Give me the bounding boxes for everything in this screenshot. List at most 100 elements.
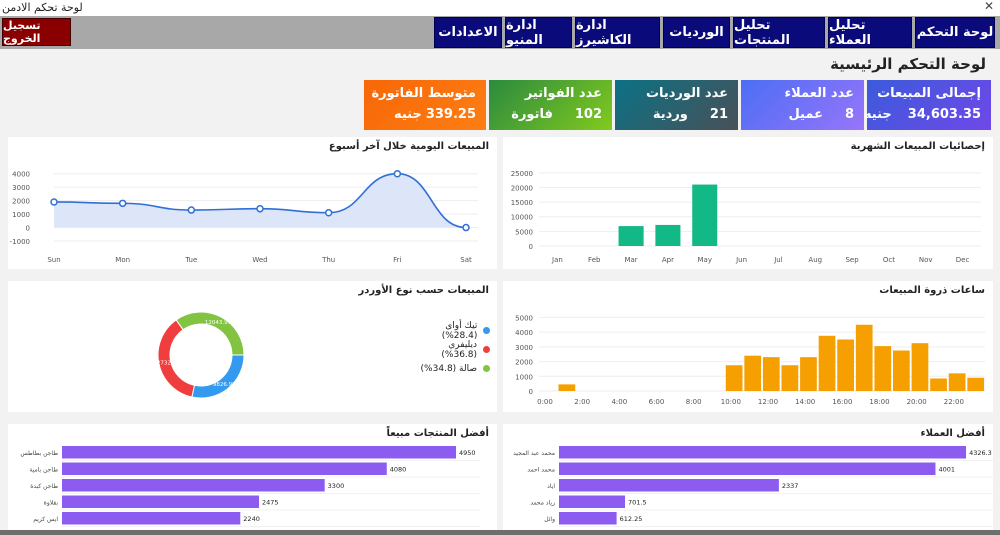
legend-label: ديليفري (36.8%) bbox=[441, 339, 478, 360]
y-tick-label: 3000 bbox=[515, 344, 533, 352]
value-label: 4326.3 bbox=[969, 449, 992, 457]
data-point bbox=[462, 223, 470, 232]
panel-top-products: أفضل المنتجات مبيعاً طاجن بطاطس 4950 طاجن … bbox=[8, 424, 497, 535]
y-tick-label: 4000 bbox=[515, 329, 533, 337]
bar bbox=[948, 373, 966, 391]
nav-customer-analysis[interactable]: تحليل العملاء bbox=[828, 17, 912, 48]
value-label: 2337 bbox=[782, 482, 799, 490]
nav-settings[interactable]: الاعدادات bbox=[434, 17, 502, 48]
y-tick-label: 0 bbox=[26, 225, 30, 233]
x-tick-label: May bbox=[698, 256, 712, 264]
y-tick-label: 0 bbox=[529, 243, 533, 251]
bar bbox=[800, 357, 817, 391]
bar bbox=[558, 384, 576, 391]
bar bbox=[62, 479, 325, 492]
x-tick-label: 22:00 bbox=[944, 398, 964, 406]
legend-item: صالة (34.8%) bbox=[410, 359, 490, 378]
card-label: عدد الورديات bbox=[645, 86, 728, 101]
bar bbox=[855, 324, 873, 391]
area-fill bbox=[54, 173, 466, 228]
nav-shifts[interactable]: الورديات bbox=[663, 17, 730, 48]
panel-title: المبيعات حسب نوع الأوردر bbox=[358, 285, 489, 296]
donut-slice bbox=[157, 319, 196, 398]
card-label: إجمالى المبيعات bbox=[877, 86, 981, 101]
data-point bbox=[324, 208, 333, 217]
slice-label: 12043.97 bbox=[205, 320, 232, 326]
x-tick-label: 6:00 bbox=[649, 398, 665, 406]
bar bbox=[837, 339, 854, 391]
x-tick-label: Jun bbox=[735, 256, 747, 264]
category-label: اياد bbox=[547, 483, 555, 490]
bar bbox=[559, 512, 617, 525]
card-shifts: عدد الورديات 21 وردية bbox=[615, 80, 738, 130]
card-invoices: عدد الفواتير 102 فاتورة bbox=[489, 80, 612, 130]
category-label: طاجن بطاطس bbox=[20, 450, 58, 457]
x-tick-label: 2:00 bbox=[574, 398, 590, 406]
x-tick-label: Fri bbox=[393, 256, 401, 264]
data-point bbox=[256, 204, 264, 213]
nav-dashboard[interactable]: لوحة التحكم bbox=[915, 17, 995, 48]
y-tick-label: 1000 bbox=[515, 373, 533, 381]
panel-top-customers: أفضل العملاء محمد عبد المجيد 4326.3 محمد ا… bbox=[503, 424, 993, 535]
card-unit: وردية bbox=[652, 107, 688, 122]
bar bbox=[559, 462, 936, 475]
bar bbox=[744, 355, 762, 391]
y-tick-label: 1000 bbox=[12, 211, 30, 219]
bar bbox=[692, 184, 718, 246]
legend-dot-icon bbox=[483, 327, 490, 334]
x-tick-label: 8:00 bbox=[686, 398, 702, 406]
card-total-sales: إجمالى المبيعات 34,603.35 جنيه bbox=[863, 80, 991, 130]
y-tick-label: 4000 bbox=[12, 171, 30, 179]
x-tick-label: 18:00 bbox=[869, 398, 889, 406]
category-label: طاجن بامية bbox=[29, 466, 58, 473]
logout-button[interactable]: تسجيل الخروج bbox=[2, 18, 71, 46]
top-products-chart: طاجن بطاطس 4950 طاجن بامية 4080 طاجن كبدة 330… bbox=[20, 446, 480, 527]
x-tick-label: Thu bbox=[321, 256, 335, 264]
bar bbox=[62, 495, 260, 508]
data-point bbox=[50, 198, 58, 206]
window-title: لوحة تحكم الادمن bbox=[2, 1, 83, 14]
value-label: 4001 bbox=[938, 465, 955, 473]
nav-cashiers[interactable]: ادارة الكاشيرز bbox=[575, 17, 660, 48]
card-value: 339.25 bbox=[425, 107, 476, 122]
bar bbox=[818, 335, 836, 391]
card-unit: جنيه bbox=[863, 107, 892, 122]
y-tick-label: 2000 bbox=[12, 198, 30, 206]
close-icon[interactable]: ✕ bbox=[983, 0, 994, 13]
value-label: 612.25 bbox=[620, 515, 643, 523]
x-tick-label: Sun bbox=[47, 256, 60, 264]
legend-item: تيك أواى (28.4%) bbox=[410, 321, 490, 341]
card-avg-invoice: متوسط الفاتورة 339.25جنيه bbox=[364, 80, 486, 130]
bar bbox=[893, 350, 910, 391]
card-unit: جنيه bbox=[393, 107, 422, 122]
bar bbox=[559, 479, 779, 492]
card-unit: عميل bbox=[788, 107, 823, 122]
donut-slice bbox=[175, 311, 245, 356]
x-tick-label: 10:00 bbox=[721, 398, 741, 406]
donut-slice bbox=[191, 354, 245, 399]
panel-monthly-sales: إحصائيات المبيعات الشهرية 0 5000 10000 1500… bbox=[503, 137, 993, 269]
window-titlebar: لوحة تحكم الادمن ✕ bbox=[0, 0, 1000, 16]
y-tick-label: 15000 bbox=[511, 199, 533, 207]
nav-menu[interactable]: ادارة المنيو bbox=[505, 17, 572, 48]
top-customers-chart: محمد عبد المجيد 4326.3 محمد احمد 4001 اياد 23… bbox=[513, 446, 993, 527]
x-tick-label: Sep bbox=[845, 256, 859, 264]
x-tick-label: 14:00 bbox=[795, 398, 815, 406]
legend-dot-icon bbox=[483, 365, 490, 372]
y-tick-label: -1000 bbox=[10, 238, 30, 246]
bar bbox=[62, 446, 457, 459]
card-value: 21 bbox=[709, 107, 728, 122]
value-label: 3300 bbox=[328, 482, 345, 490]
data-point bbox=[393, 169, 402, 178]
value-label: 2240 bbox=[243, 515, 260, 523]
category-label: محمد عبد المجيد bbox=[513, 450, 555, 457]
legend-dot-icon bbox=[483, 346, 490, 353]
monthly-sales-chart: 0 5000 10000 15000 20000 25000 Jan Feb Mar Apr May… bbox=[511, 170, 981, 264]
nav-product-analysis[interactable]: تحليل المنتجات bbox=[733, 17, 825, 48]
x-tick-label: Nov bbox=[919, 256, 933, 264]
bar bbox=[911, 343, 929, 391]
card-customers: عدد العملاء 8 عميل bbox=[741, 80, 864, 130]
x-tick-label: Jan bbox=[551, 256, 563, 264]
bar bbox=[655, 224, 681, 246]
y-tick-label: 5000 bbox=[515, 314, 533, 322]
